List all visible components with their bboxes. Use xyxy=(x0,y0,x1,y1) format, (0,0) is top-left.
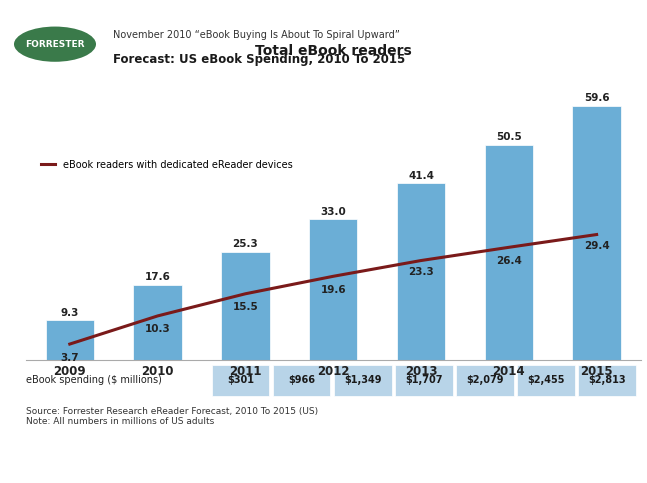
Text: $2,813: $2,813 xyxy=(588,375,626,385)
Bar xyxy=(397,184,445,360)
Text: $966: $966 xyxy=(289,375,315,385)
Text: 33.0: 33.0 xyxy=(320,207,346,217)
Text: 29.4: 29.4 xyxy=(584,241,609,251)
Text: 10.3: 10.3 xyxy=(145,325,170,334)
Text: $1,707: $1,707 xyxy=(405,375,443,385)
Bar xyxy=(485,144,533,360)
Text: 9.3: 9.3 xyxy=(61,308,79,318)
FancyBboxPatch shape xyxy=(334,365,391,396)
Bar xyxy=(46,320,94,360)
Text: $1,349: $1,349 xyxy=(344,375,382,385)
FancyBboxPatch shape xyxy=(578,365,635,396)
Text: 26.4: 26.4 xyxy=(496,256,521,266)
FancyBboxPatch shape xyxy=(456,365,514,396)
Legend: eBook readers with dedicated eReader devices: eBook readers with dedicated eReader dev… xyxy=(37,156,297,174)
Text: 50.5: 50.5 xyxy=(496,132,521,142)
Text: 23.3: 23.3 xyxy=(408,267,434,277)
FancyBboxPatch shape xyxy=(395,365,452,396)
Text: 59.6: 59.6 xyxy=(584,93,609,103)
Text: 25.3: 25.3 xyxy=(232,240,258,249)
Bar xyxy=(221,252,270,360)
Text: $2,079: $2,079 xyxy=(466,375,503,385)
Text: FORRESTER: FORRESTER xyxy=(25,40,85,49)
Bar xyxy=(573,106,620,360)
Text: 15.5: 15.5 xyxy=(232,302,258,313)
Bar xyxy=(133,285,182,360)
Text: ©2010, Forrester Research, Inc. Reproduction Prohibited: ©2010, Forrester Research, Inc. Reproduc… xyxy=(410,469,628,478)
Bar xyxy=(309,219,357,360)
FancyBboxPatch shape xyxy=(517,365,575,396)
Text: 19.6: 19.6 xyxy=(320,285,346,295)
Text: November 2010 “eBook Buying Is About To Spiral Upward”: November 2010 “eBook Buying Is About To … xyxy=(113,30,400,40)
Text: 17.6: 17.6 xyxy=(145,272,171,282)
Text: $301: $301 xyxy=(227,375,254,385)
Ellipse shape xyxy=(13,26,97,63)
FancyBboxPatch shape xyxy=(212,365,269,396)
Text: $2,455: $2,455 xyxy=(527,375,565,385)
Text: Total eBook readers: Total eBook readers xyxy=(255,44,411,58)
FancyBboxPatch shape xyxy=(273,365,331,396)
Text: Source: Forrester Research eReader Forecast, 2010 To 2015 (US)
Note: All numbers: Source: Forrester Research eReader Forec… xyxy=(26,407,318,426)
Text: 41.4: 41.4 xyxy=(408,171,434,181)
Text: eBook spending ($ millions): eBook spending ($ millions) xyxy=(26,375,162,385)
Text: Forecast: US eBook Spending, 2010 To 2015: Forecast: US eBook Spending, 2010 To 201… xyxy=(113,53,406,66)
Text: 3.7: 3.7 xyxy=(60,353,79,363)
